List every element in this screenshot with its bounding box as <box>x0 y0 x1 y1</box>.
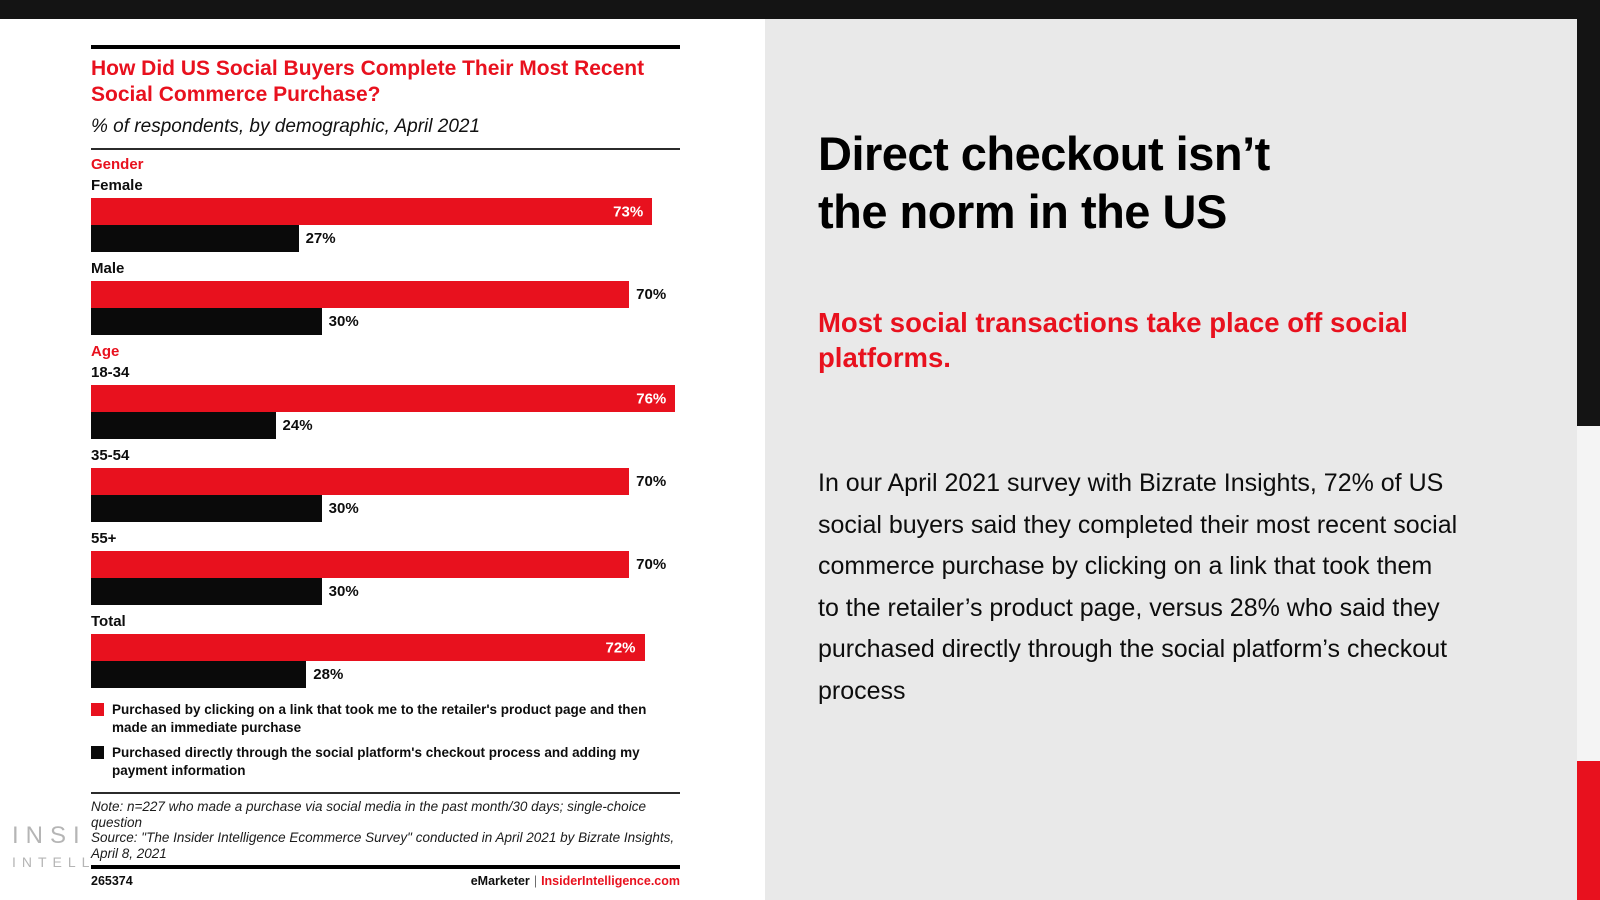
chart-note-rule <box>91 792 680 794</box>
direct-checkout-track: 27% <box>91 225 680 252</box>
category-label: 35-54 <box>91 447 130 464</box>
source-text: Source: "The Insider Intelligence Ecomme… <box>91 830 675 861</box>
direct-checkout-bar <box>91 661 307 688</box>
direct-checkout-value: 30% <box>328 500 359 517</box>
edge-strip-black <box>1577 0 1600 426</box>
chart-title: How Did US Social Buyers Complete Their … <box>91 57 645 106</box>
link-click-bar: 73% <box>91 198 653 225</box>
link-click-track: 70% <box>91 468 680 495</box>
link-click-bar: 76% <box>91 385 676 412</box>
direct-checkout-value: 24% <box>282 417 313 434</box>
bar-group: 35-54 70% 30% <box>91 447 680 522</box>
commentary-content: Direct checkout isn’t the norm in the US … <box>818 125 1518 712</box>
headline: Direct checkout isn’t the norm in the US <box>818 125 1518 241</box>
link-click-value: 70% <box>636 556 667 573</box>
bar-group: Female 73% 27% <box>91 177 680 252</box>
direct-checkout-track: 24% <box>91 412 680 439</box>
chart-legend: Purchased by clicking on a link that too… <box>91 701 680 780</box>
direct-checkout-bar <box>91 225 299 252</box>
chart-panel <box>0 19 765 900</box>
chart-bottom-rule <box>91 865 680 869</box>
link-click-bar <box>91 281 630 308</box>
headline-line: the norm in the US <box>818 185 1227 238</box>
link-click-value: 73% <box>613 203 644 220</box>
insider-intelligence-link[interactable]: InsiderIntelligence.com <box>541 874 680 888</box>
link-click-bar: 72% <box>91 634 645 661</box>
section-header: Gender <box>91 156 144 173</box>
link-click-track: 73% <box>91 198 680 225</box>
direct-checkout-track: 30% <box>91 495 680 522</box>
category-label: 18-34 <box>91 364 130 381</box>
headline-line: Direct checkout isn’t <box>818 127 1270 180</box>
section-header: Age <box>91 343 120 360</box>
chart-footer: 265374 eMarketer | InsiderIntelligence.com <box>91 874 680 888</box>
commentary-panel <box>765 19 1577 900</box>
link-click-bar <box>91 551 630 578</box>
direct-checkout-bar <box>91 578 322 605</box>
subheadline: Most social transactions take place off … <box>818 307 1408 373</box>
direct-checkout-value: 27% <box>305 230 336 247</box>
top-black-bar <box>0 0 1600 19</box>
emarketer-link[interactable]: eMarketer <box>470 874 530 888</box>
direct-checkout-track: 28% <box>91 661 680 688</box>
bar-group: Male 70% 30% <box>91 260 680 335</box>
direct-checkout-bar <box>91 308 322 335</box>
link-click-track: 76% <box>91 385 680 412</box>
chart-id: 265374 <box>91 874 133 888</box>
edge-strip-light <box>1577 426 1600 761</box>
bar-group: 55+ 70% 30% <box>91 530 680 605</box>
emarketer-chart: How Did US Social Buyers Complete Their … <box>91 45 680 888</box>
body-paragraph: In our April 2021 survey with Bizrate In… <box>818 469 1458 705</box>
link-click-track: 70% <box>91 281 680 308</box>
link-click-value: 70% <box>636 286 667 303</box>
direct-checkout-track: 30% <box>91 308 680 335</box>
bar-group: 18-34 76% 24% <box>91 364 680 439</box>
legend-swatch <box>91 746 104 759</box>
watermark-line-2: INTELL <box>12 854 96 870</box>
brand-line: eMarketer | InsiderIntelligence.com <box>471 874 680 888</box>
link-click-track: 72% <box>91 634 680 661</box>
link-click-value: 72% <box>605 639 636 656</box>
legend-label: Purchased by clicking on a link that too… <box>112 702 647 735</box>
direct-checkout-value: 30% <box>328 583 359 600</box>
direct-checkout-track: 30% <box>91 578 680 605</box>
insider-intelligence-watermark: INSI INTELL <box>12 822 95 870</box>
link-click-track: 70% <box>91 551 680 578</box>
link-click-bar <box>91 468 630 495</box>
category-label: 55+ <box>91 530 117 547</box>
bar-chart-body: Gender Female 73% 27% Male 70% 30% Age 18-34 76% 2… <box>91 156 680 688</box>
note-text: Note: n=227 who made a purchase via soci… <box>91 799 646 830</box>
direct-checkout-value: 30% <box>328 313 359 330</box>
legend-swatch <box>91 703 104 716</box>
category-label: Male <box>91 260 125 277</box>
chart-subtitle: % of respondents, by demographic, April … <box>91 116 481 137</box>
link-click-value: 70% <box>636 473 667 490</box>
direct-checkout-value: 28% <box>313 666 344 683</box>
chart-note: Note: n=227 who made a purchase via soci… <box>91 799 680 861</box>
brand-divider: | <box>533 874 538 888</box>
watermark-line-1: INSI <box>12 822 87 849</box>
legend-item: Purchased directly through the social pl… <box>91 744 680 780</box>
chart-top-rule <box>91 45 680 49</box>
direct-checkout-bar <box>91 495 322 522</box>
legend-item: Purchased by clicking on a link that too… <box>91 701 680 737</box>
bar-group: Total 72% 28% <box>91 613 680 688</box>
category-label: Female <box>91 177 143 194</box>
category-label: Total <box>91 613 126 630</box>
link-click-value: 76% <box>636 390 667 407</box>
edge-strip-red <box>1577 761 1600 900</box>
legend-label: Purchased directly through the social pl… <box>112 745 640 778</box>
chart-subtitle-rule <box>91 148 680 150</box>
direct-checkout-bar <box>91 412 276 439</box>
